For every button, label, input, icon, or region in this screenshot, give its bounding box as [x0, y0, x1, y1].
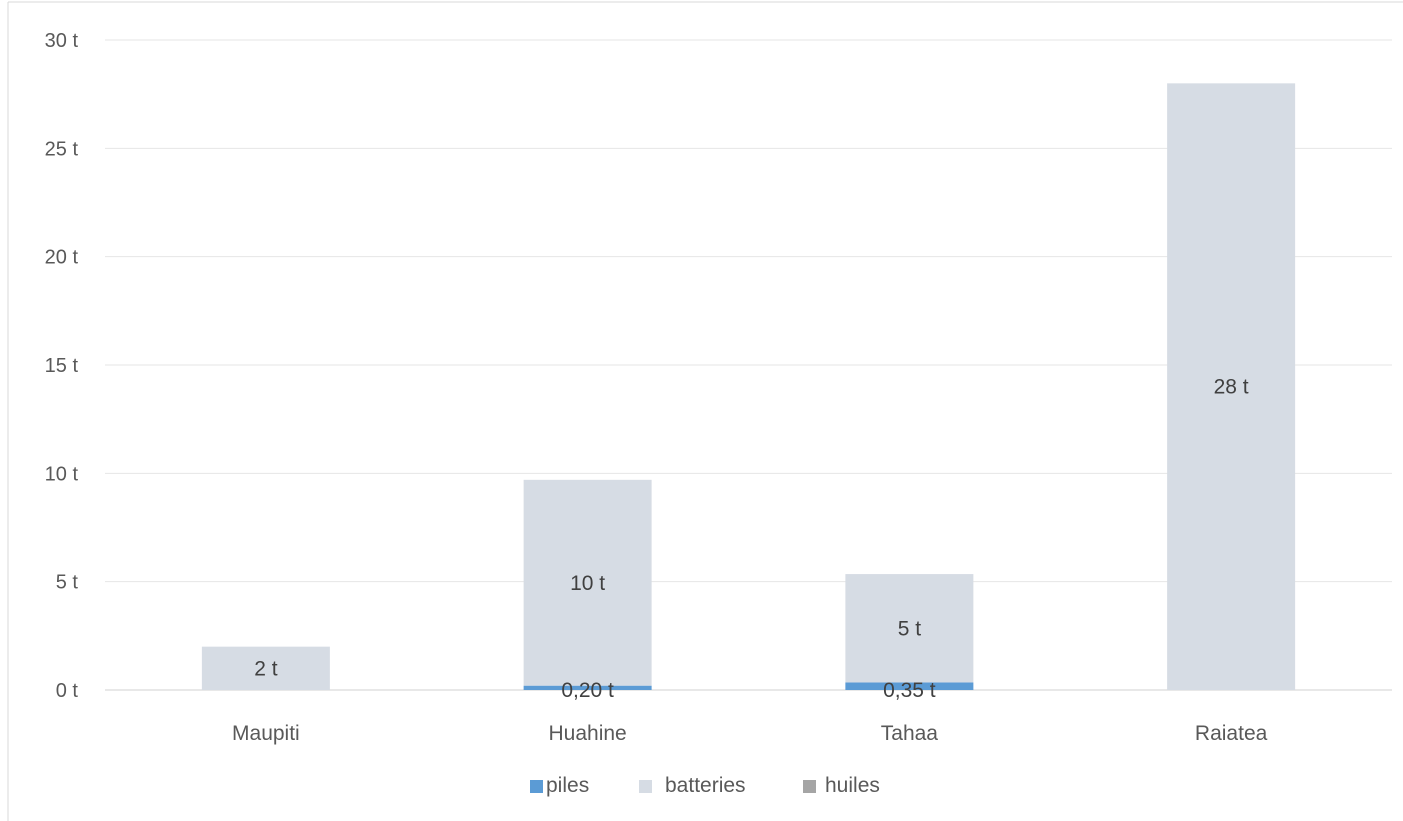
data-label: 5 t — [898, 617, 922, 640]
data-label: 10 t — [570, 572, 605, 595]
data-label: 0,20 t — [561, 679, 614, 702]
legend-swatch-batteries — [639, 780, 652, 793]
y-tick-label: 0 t — [56, 680, 79, 702]
y-tick-label: 10 t — [45, 463, 79, 485]
bars — [201, 83, 1296, 691]
legend-swatch-piles — [530, 780, 543, 793]
legend-label-batteries: batteries — [665, 774, 746, 797]
legend-swatch-huiles — [803, 780, 816, 793]
data-label: 0,35 t — [883, 679, 936, 702]
legend: piles batteries huiles — [530, 774, 880, 797]
x-category-label: Tahaa — [881, 722, 939, 745]
y-tick-label: 30 t — [45, 30, 79, 52]
legend-label-piles: piles — [546, 774, 589, 797]
y-tick-label: 20 t — [45, 247, 79, 269]
bar-batteries — [523, 479, 652, 686]
bar-piles — [845, 682, 974, 690]
y-tick-label: 5 t — [56, 572, 79, 594]
data-label: 28 t — [1214, 376, 1249, 399]
bar-batteries — [1167, 83, 1296, 691]
y-axis-ticks: 0 t 5 t 10 t 15 t 20 t 25 t 30 t — [45, 30, 79, 702]
data-labels: 2 t 0,20 t 10 t 0,35 t 5 t 28 t — [254, 376, 1249, 702]
x-axis-categories: Maupiti Huahine Tahaa Raiatea — [232, 722, 1268, 745]
bar-batteries — [201, 646, 330, 690]
legend-label-huiles: huiles — [825, 774, 880, 797]
data-label: 2 t — [254, 657, 278, 680]
x-category-label: Raiatea — [1195, 722, 1268, 745]
y-tick-label: 25 t — [45, 138, 79, 160]
bar-piles — [523, 685, 652, 690]
bar-batteries — [845, 574, 974, 683]
x-category-label: Maupiti — [232, 722, 300, 745]
x-category-label: Huahine — [549, 722, 627, 745]
y-tick-label: 15 t — [45, 355, 79, 377]
